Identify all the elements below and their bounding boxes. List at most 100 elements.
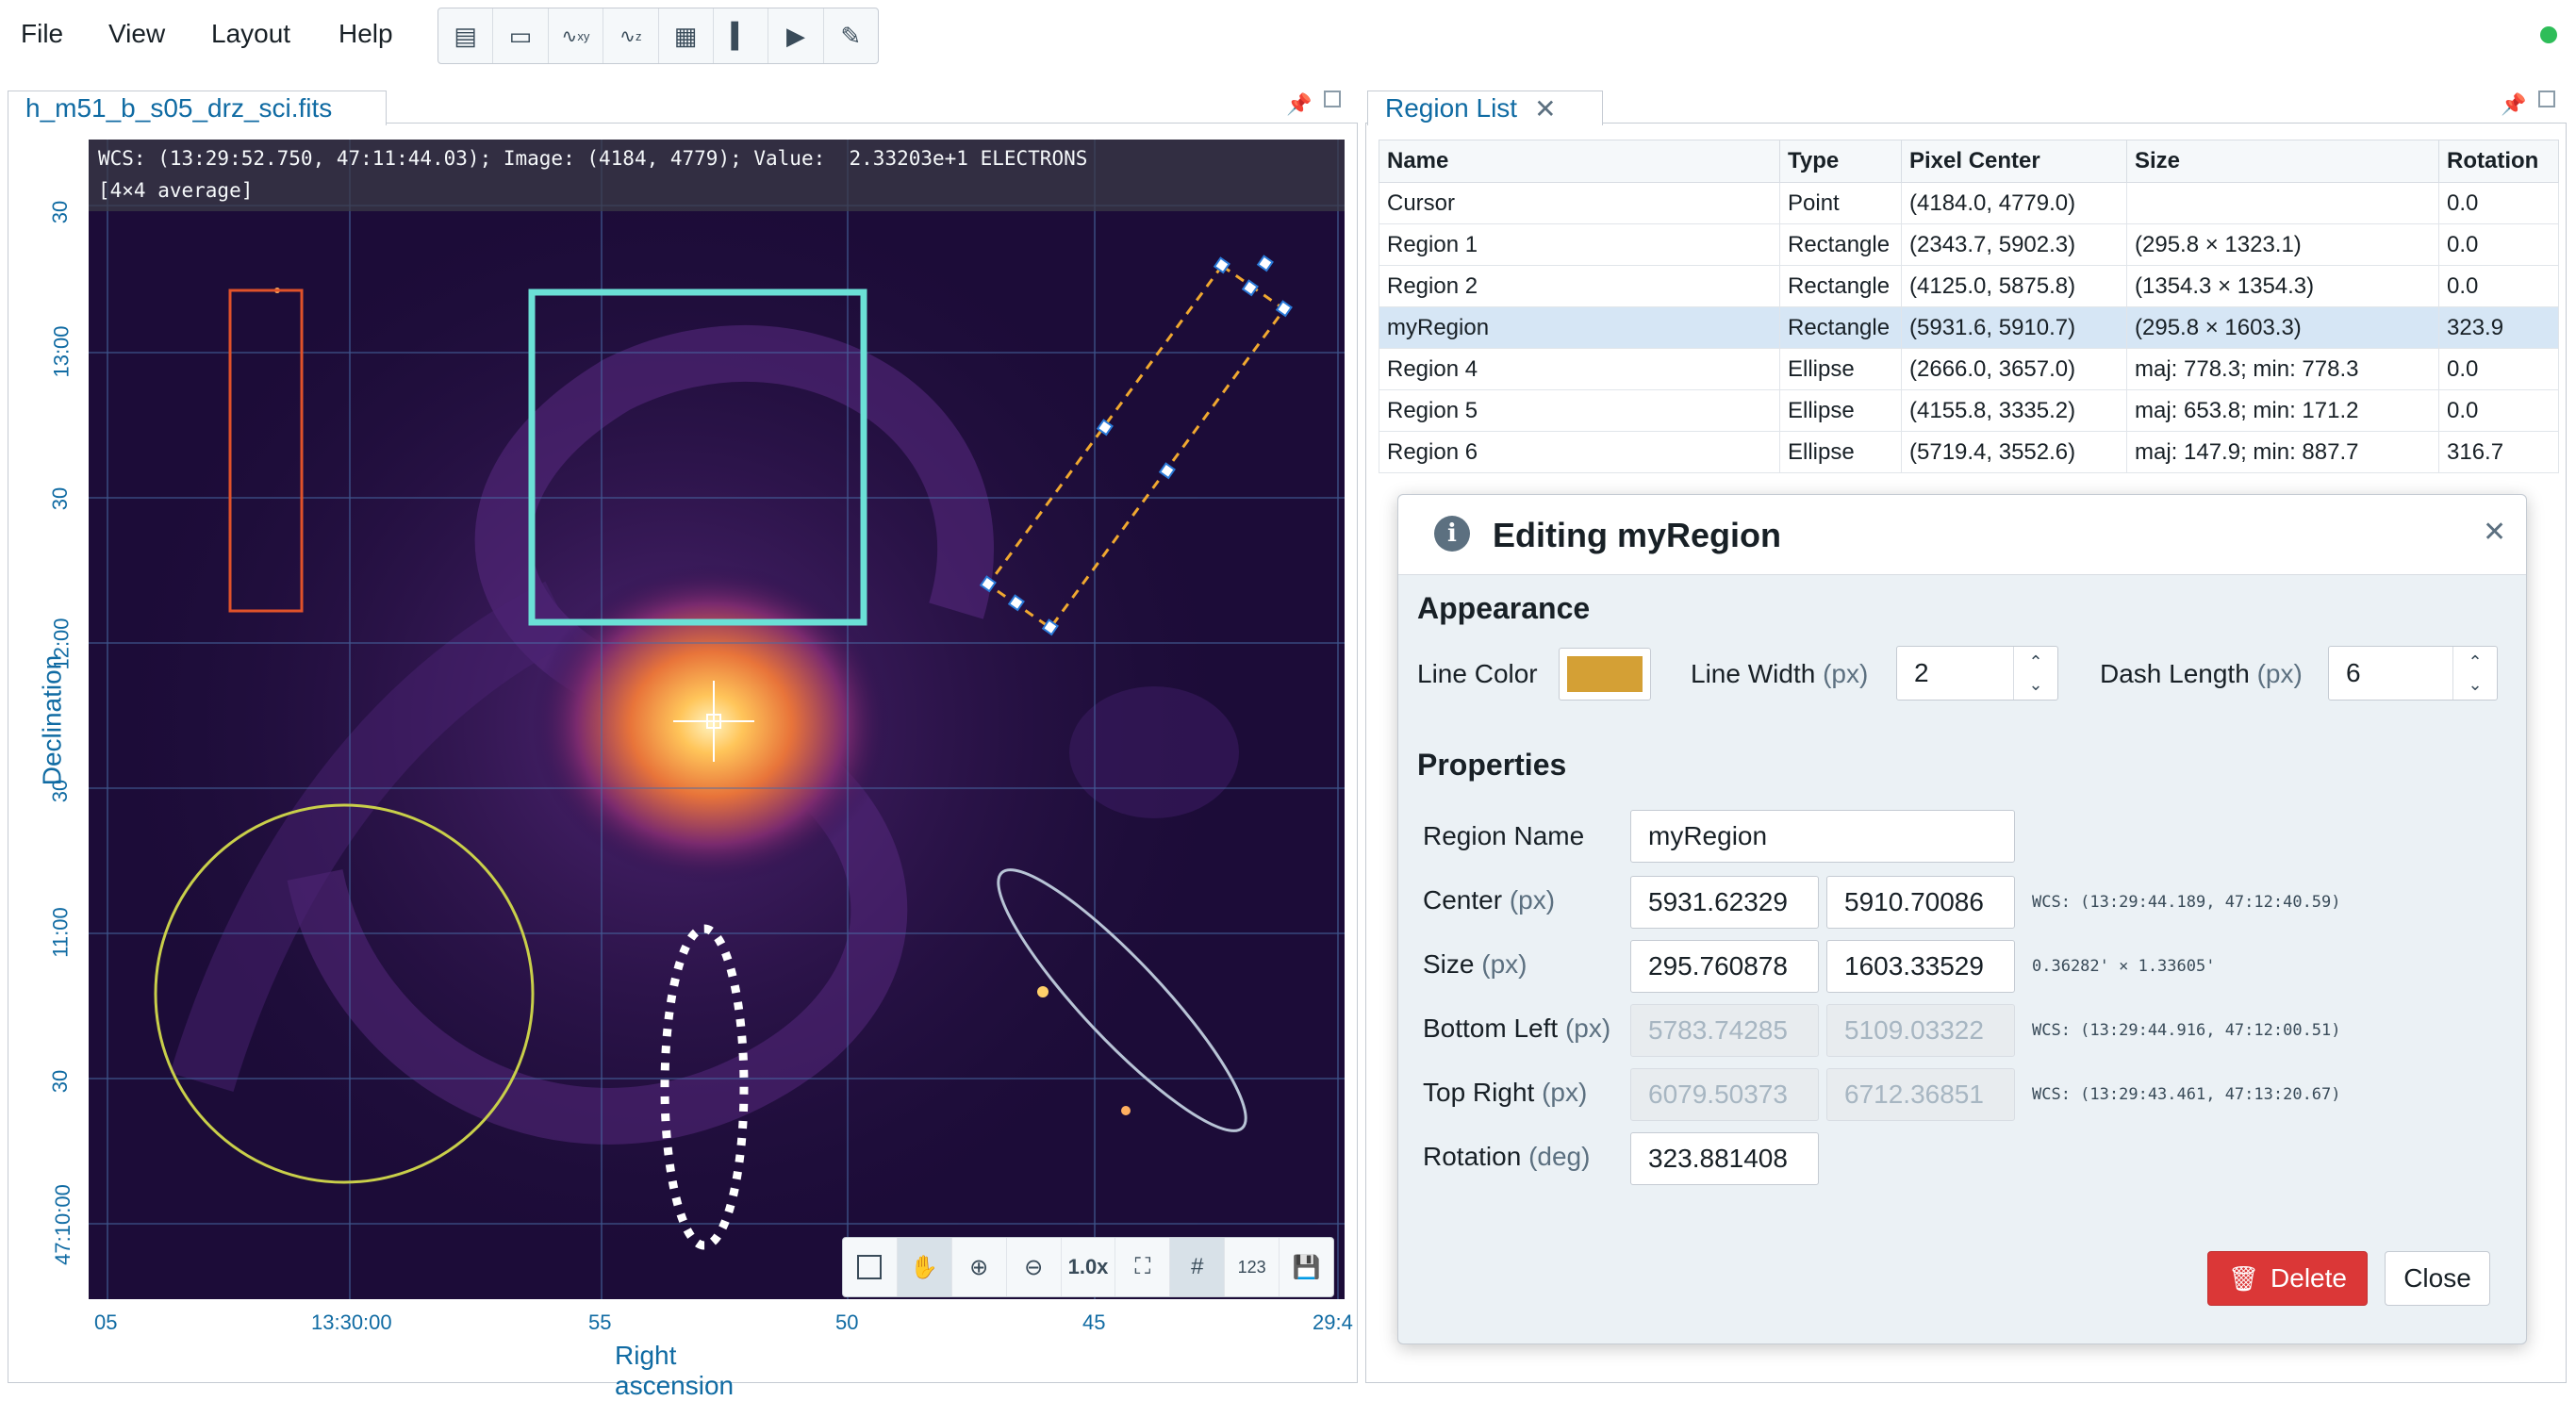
region-list-tab[interactable]: Region List ✕ xyxy=(1367,91,1603,125)
region-list-tab-label: Region List xyxy=(1385,93,1518,123)
maximize-icon[interactable] xyxy=(1324,91,1341,107)
region-5-ellipse[interactable] xyxy=(660,924,749,1250)
cell-name: Region 2 xyxy=(1379,265,1780,307)
region-2-rectangle[interactable] xyxy=(528,288,867,626)
pan-hand-icon[interactable]: ✋ xyxy=(897,1238,952,1296)
size-width-input[interactable]: 295.760878 xyxy=(1630,940,1819,993)
region-edit-dialog: i Editing myRegion ✕ Appearance Line Col… xyxy=(1397,494,2527,1344)
cell-size: (295.8 × 1323.1) xyxy=(2126,223,2439,266)
region-select-icon[interactable] xyxy=(843,1238,898,1296)
dash-length-label: Dash Length (px) xyxy=(2100,659,2303,688)
zoom-in-icon[interactable]: ⊕ xyxy=(952,1238,1007,1296)
calculator-icon[interactable]: ▦ xyxy=(659,8,714,63)
cell-type: Ellipse xyxy=(1779,431,1902,473)
table-row[interactable]: Region 6 Ellipse (5719.4, 3552.6) maj: 147.… xyxy=(1379,431,2559,473)
center-x-input[interactable]: 5931.62329 xyxy=(1630,876,1819,929)
pin-icon[interactable]: 📌 xyxy=(2501,92,2527,116)
menu-help[interactable]: Help xyxy=(339,19,393,48)
pin-icon[interactable]: 📌 xyxy=(1286,92,1313,116)
spectral-profile-icon[interactable]: ∿ z xyxy=(603,8,659,63)
properties-heading: Properties xyxy=(1417,748,1567,782)
chevron-down-icon[interactable]: ⌄ xyxy=(2028,675,2043,694)
close-button[interactable]: Close xyxy=(2385,1251,2490,1306)
size-wcs: 0.36282' × 1.33605' xyxy=(2032,957,2216,976)
table-row[interactable]: Region 2 Rectangle (4125.0, 5875.8) (1354.3… xyxy=(1379,265,2559,307)
cell-center: (4155.8, 3335.2) xyxy=(1901,389,2127,432)
table-row[interactable]: Cursor Point (4184.0, 4779.0) 0.0 xyxy=(1379,182,2559,224)
line-width-input[interactable]: 2 ⌃ ⌄ xyxy=(1896,646,2058,700)
center-wcs: WCS: (13:29:44.189, 47:12:40.59) xyxy=(2032,893,2341,912)
coordinate-button[interactable]: 123 xyxy=(1225,1238,1280,1296)
zoom-level-button[interactable]: 1.0x xyxy=(1062,1238,1116,1296)
info-panel-icon[interactable]: ▭ xyxy=(493,8,549,63)
column-header-name[interactable]: Name xyxy=(1379,140,1780,183)
list-icon[interactable]: ▤ xyxy=(438,8,494,63)
cell-type: Rectangle xyxy=(1779,265,1902,307)
line-width-stepper[interactable]: ⌃ ⌄ xyxy=(2013,647,2057,700)
region-4-ellipse[interactable] xyxy=(154,803,535,1184)
myregion-rectangle[interactable] xyxy=(979,255,1293,636)
cell-name: Region 4 xyxy=(1379,348,1780,390)
cell-rotation: 316.7 xyxy=(2438,431,2559,473)
close-button-label: Close xyxy=(2403,1263,2471,1293)
size-height-input[interactable]: 1603.33529 xyxy=(1826,940,2015,993)
edit-icon[interactable]: ✎ xyxy=(840,21,862,50)
bottom-left-label: Bottom Left (px) xyxy=(1423,1014,1611,1043)
region-name-input[interactable]: myRegion xyxy=(1630,810,2015,863)
info-icon: i xyxy=(1434,516,1470,552)
top-right-wcs: WCS: (13:29:43.461, 47:13:20.67) xyxy=(2032,1085,2341,1104)
rotation-input[interactable]: 323.881408 xyxy=(1630,1132,1819,1185)
column-header-center[interactable]: Pixel Center xyxy=(1901,140,2127,183)
dialog-header: i Editing myRegion ✕ xyxy=(1398,495,2526,575)
line-color-picker[interactable] xyxy=(1559,648,1651,700)
cell-name: Region 1 xyxy=(1379,223,1780,266)
top-right-y-input: 6712.36851 xyxy=(1826,1068,2015,1121)
zoom-out-icon[interactable]: ⊖ xyxy=(1007,1238,1062,1296)
bottom-left-x-input: 5783.74285 xyxy=(1630,1004,1819,1057)
center-label: Center (px) xyxy=(1423,885,1556,915)
region-name-label: Region Name xyxy=(1423,821,1585,850)
histogram-icon[interactable]: ▍ xyxy=(714,8,769,63)
dash-length-input[interactable]: 6 ⌃ ⌄ xyxy=(2328,646,2498,700)
menu-view[interactable]: View xyxy=(108,19,166,48)
column-header-type[interactable]: Type xyxy=(1779,140,1902,183)
close-tab-icon[interactable]: ✕ xyxy=(1534,93,1557,124)
galaxy-image xyxy=(89,140,1345,1299)
table-row[interactable]: Region 5 Ellipse (4155.8, 3335.2) maj: 653.… xyxy=(1379,389,2559,432)
cell-center: (5931.6, 5910.7) xyxy=(1901,306,2127,349)
table-row[interactable]: Region 1 Rectangle (2343.7, 5902.3) (295.8 … xyxy=(1379,223,2559,266)
delete-button-label: Delete xyxy=(2271,1263,2347,1293)
dialog-close-icon[interactable]: ✕ xyxy=(2483,517,2507,548)
cursor-crosshair-icon xyxy=(673,681,754,762)
cell-name: Cursor xyxy=(1379,182,1780,224)
column-header-size[interactable]: Size xyxy=(2126,140,2439,183)
appearance-heading: Appearance xyxy=(1417,591,1591,625)
menu-layout[interactable]: Layout xyxy=(211,19,291,48)
line-color-swatch xyxy=(1567,656,1643,692)
maximize-icon[interactable] xyxy=(2538,91,2555,107)
table-row[interactable]: myRegion Rectangle (5931.6, 5910.7) (295.8 … xyxy=(1379,306,2559,349)
chevron-up-icon[interactable]: ⌃ xyxy=(2028,652,2043,671)
save-image-icon[interactable]: 💾 xyxy=(1292,1254,1321,1280)
region-1-rectangle[interactable] xyxy=(228,288,304,613)
region-6-ellipse[interactable] xyxy=(973,846,1271,1155)
chevron-down-icon[interactable]: ⌄ xyxy=(2468,675,2483,694)
delete-button[interactable]: 🗑 Delete xyxy=(2207,1251,2368,1306)
region-table: Name Type Pixel Center Size Rotation Cur… xyxy=(1379,140,2559,473)
cell-type: Ellipse xyxy=(1779,348,1902,390)
ra-tick: 45 xyxy=(1082,1310,1106,1334)
grid-icon[interactable]: # xyxy=(1170,1238,1226,1296)
image-canvas[interactable] xyxy=(89,140,1345,1299)
cell-size: (295.8 × 1603.3) xyxy=(2126,306,2439,349)
center-y-input[interactable]: 5910.70086 xyxy=(1826,876,2015,929)
chevron-up-icon[interactable]: ⌃ xyxy=(2468,652,2483,671)
column-header-rotation[interactable]: Rotation xyxy=(2438,140,2559,183)
animator-icon[interactable]: ▶ xyxy=(768,8,824,63)
cell-name: myRegion xyxy=(1379,306,1780,349)
image-tab[interactable]: h_m51_b_s05_drz_sci.fits xyxy=(8,91,387,125)
menu-file[interactable]: File xyxy=(21,19,64,48)
spatial-profile-icon[interactable]: ∿ xy xyxy=(549,8,604,63)
dash-length-stepper[interactable]: ⌃ ⌄ xyxy=(2452,647,2497,700)
fit-to-screen-icon[interactable]: ⛶ xyxy=(1115,1238,1171,1296)
table-row[interactable]: Region 4 Ellipse (2666.0, 3657.0) maj: 778.… xyxy=(1379,348,2559,390)
